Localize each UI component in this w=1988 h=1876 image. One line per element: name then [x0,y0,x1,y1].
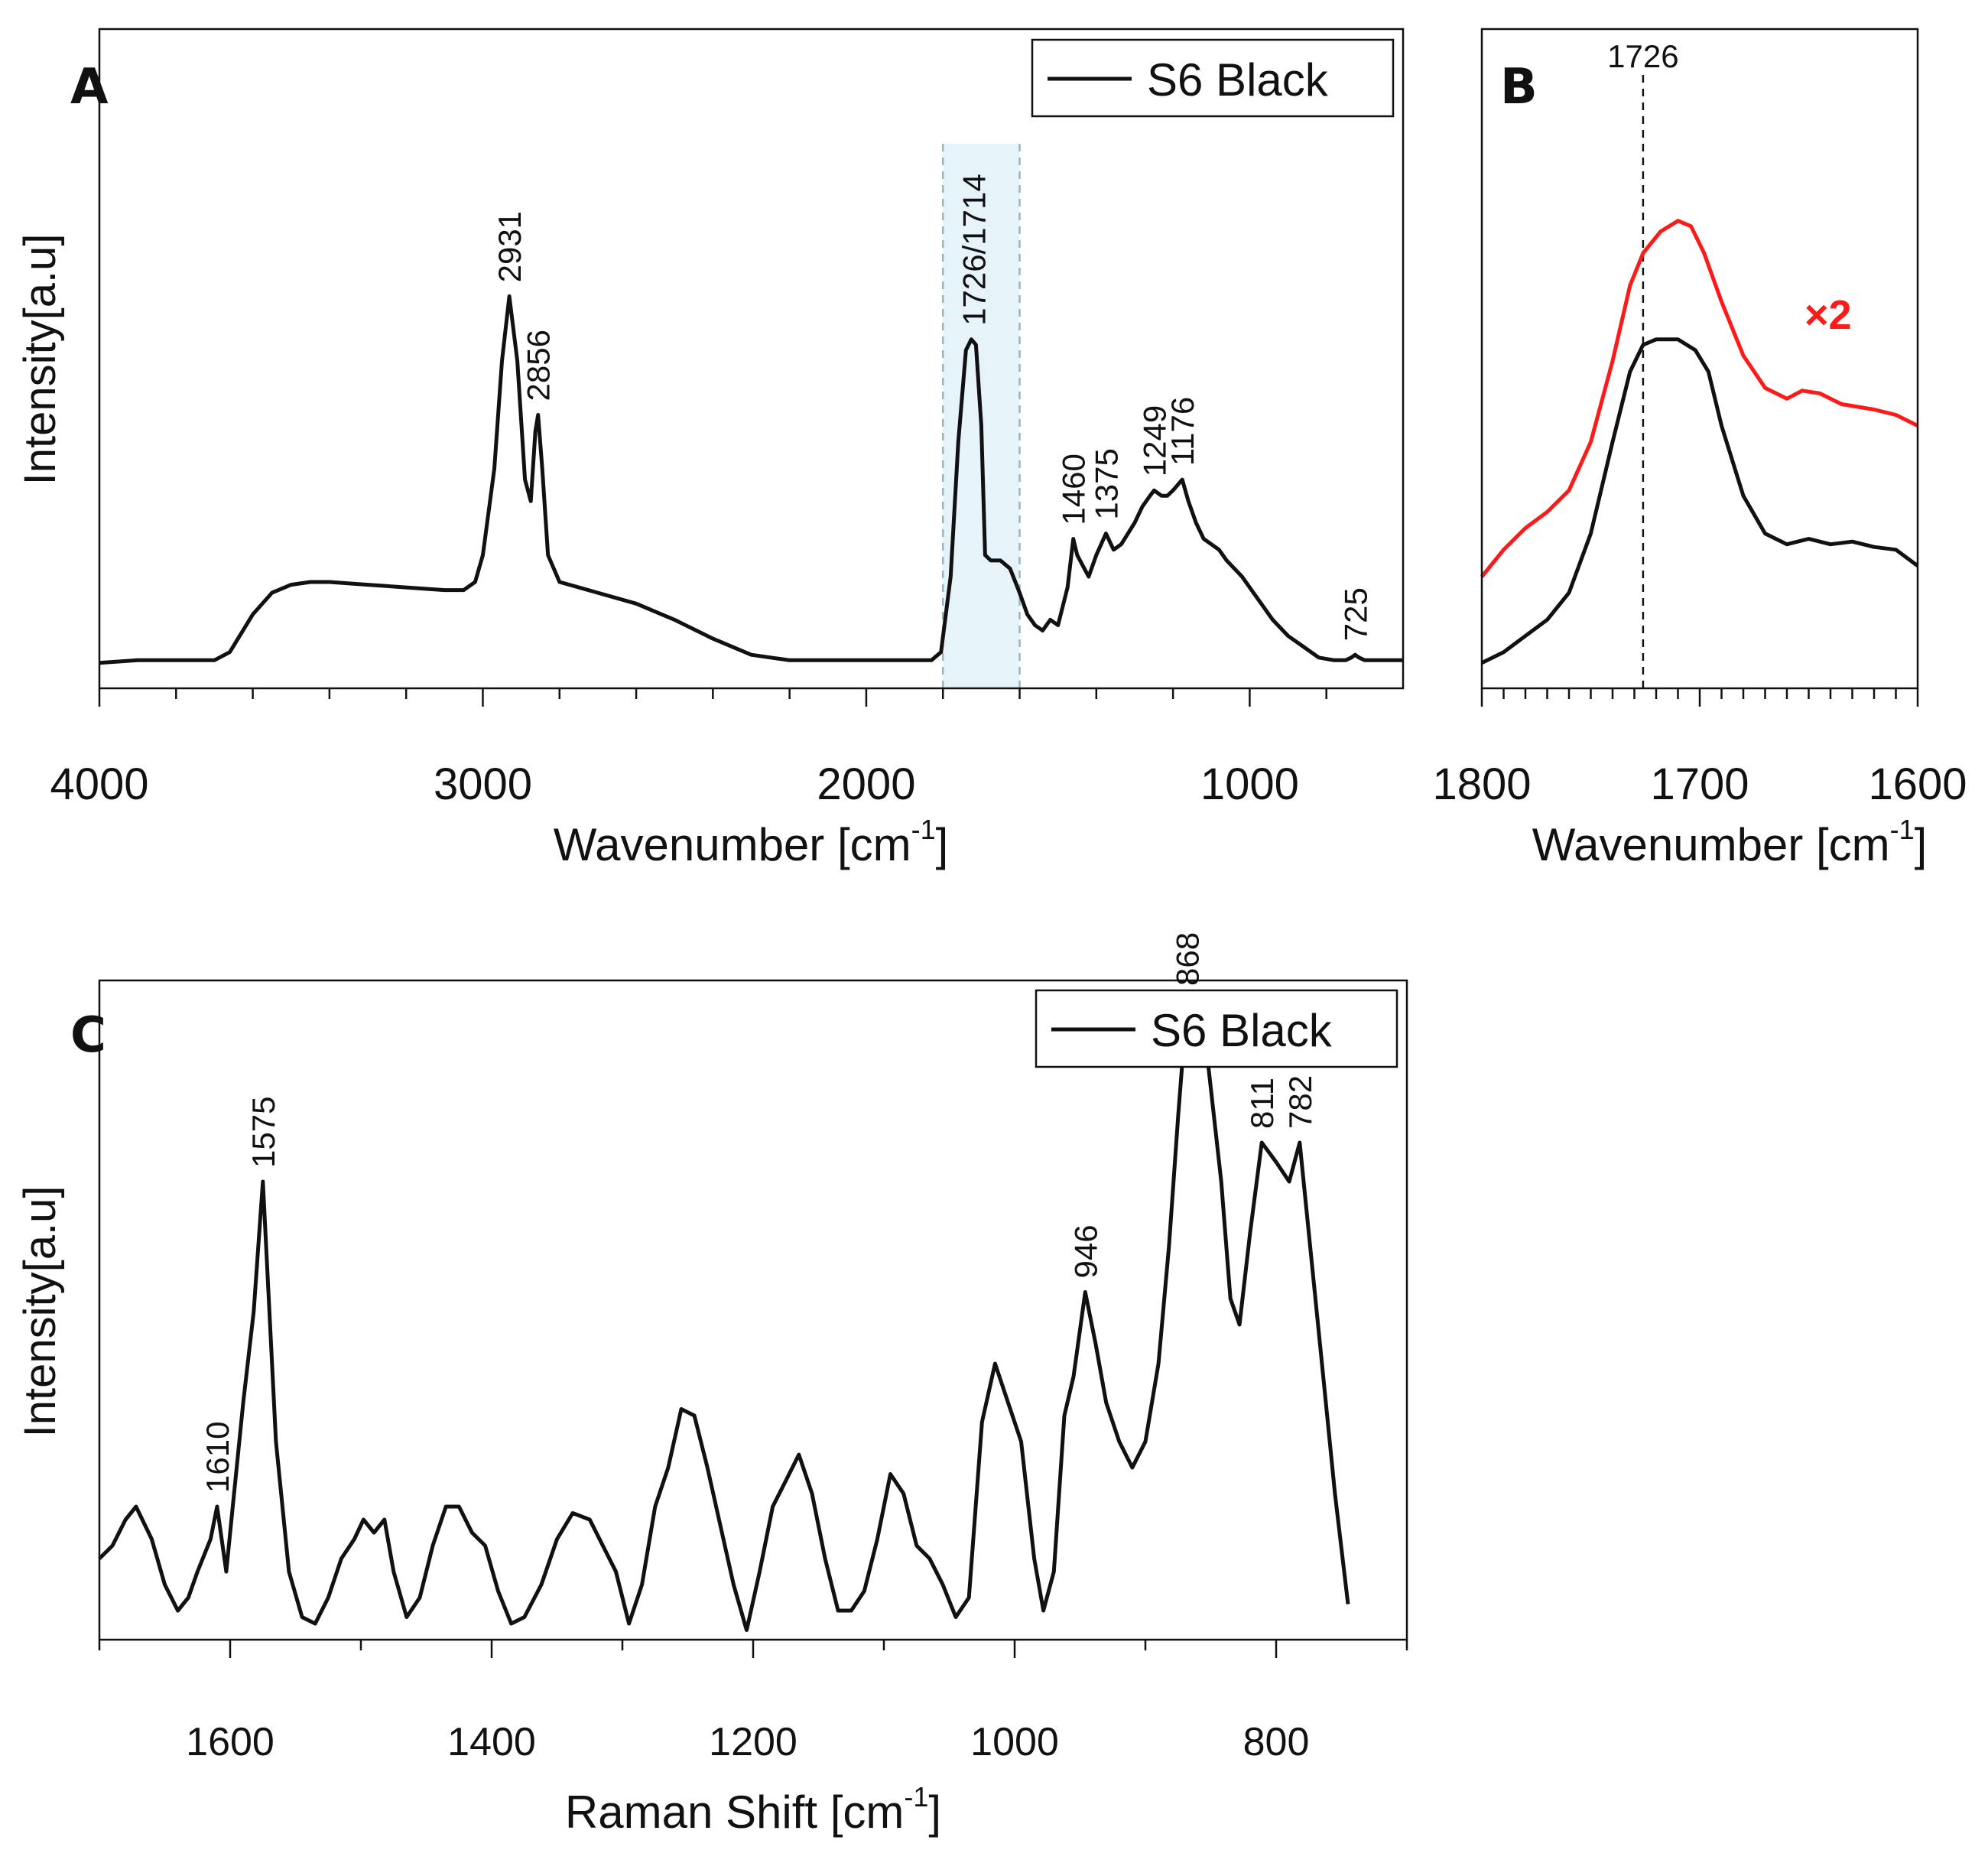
x-tick-label: 4000 [50,759,148,809]
x-tick-label: 1800 [1432,759,1531,809]
x-axis-tick-labels: 1600 1400 1200 1000 800 [186,1720,1309,1764]
x-axis-label: Raman Shift [cm-1] [565,1781,941,1838]
x-tick-label: 1000 [970,1720,1059,1764]
peak-label: 1176 [1165,397,1200,466]
x-tick-label: 2000 [817,759,915,809]
x-axis-ticks [98,1640,1408,1658]
x-tick-label: 3000 [434,759,532,809]
peak-label: 946 [1067,1224,1103,1278]
panel-b: 1726 1800 1700 1600 B ×2 Wavenumber [cm-1] [1432,28,1967,870]
y-axis-label: Intensity[a.u] [15,234,65,486]
panel-letter: B [1500,59,1538,115]
series-line-s6-black [1480,337,1919,665]
peak-label: 1460 [1056,454,1092,525]
series-line-s6-black [98,997,1350,1632]
peak-label: 811 [1244,1078,1280,1129]
series-line-x2 [1480,219,1919,578]
peak-label: 1249 [1137,405,1173,476]
x-axis-label: Wavenumber [cm-1] [554,814,949,870]
marker-label: 1726 [1607,38,1678,74]
x-axis-label: Wavenumber [cm-1] [1532,814,1928,870]
x-axis-tick-labels: 4000 3000 2000 1000 [50,759,1298,809]
peak-label: 782 [1282,1075,1318,1129]
x-tick-label: 800 [1243,1720,1310,1764]
peak-label: 2856 [521,330,557,401]
x-tick-label: 1400 [447,1720,536,1764]
x-tick-label: 1700 [1650,759,1749,809]
panel-letter: A [70,59,109,115]
peak-label: 1610 [200,1422,236,1493]
legend-label: S6 Black [1151,1005,1333,1056]
x-tick-label: 1000 [1200,759,1299,809]
x-axis-ticks [98,688,1327,707]
peak-annotations: 1610 1575 946 868 811 782 [200,932,1318,1493]
peak-label: 725 [1337,587,1373,641]
peak-label: 868 [1170,932,1206,986]
series-line-s6-black [99,294,1403,665]
peak-label: 1375 [1088,448,1124,519]
panel-a: 4000 3000 2000 1000 2931 2856 1726/1714 146013… [15,28,1405,870]
scale-label: ×2 [1804,292,1852,338]
x-axis-tick-labels: 1800 1700 1600 [1432,759,1967,809]
x-tick-label: 1200 [709,1720,797,1764]
plot-frame [98,28,1405,690]
x-tick-label: 1600 [1868,759,1967,809]
x-tick-label: 1600 [186,1720,274,1764]
x-axis-ticks [1480,688,1919,707]
legend-label: S6 Black [1147,54,1329,106]
peak-label: 2931 [492,211,528,282]
panel-c: 1600 1400 1200 1000 800 1610 1575 946 868 811 782… [15,932,1408,1838]
panel-letter: C [70,1007,106,1064]
peak-label: 1726/1714 [956,174,992,326]
peak-label: 1575 [245,1097,281,1168]
y-axis-label: Intensity[a.u] [15,1186,65,1438]
